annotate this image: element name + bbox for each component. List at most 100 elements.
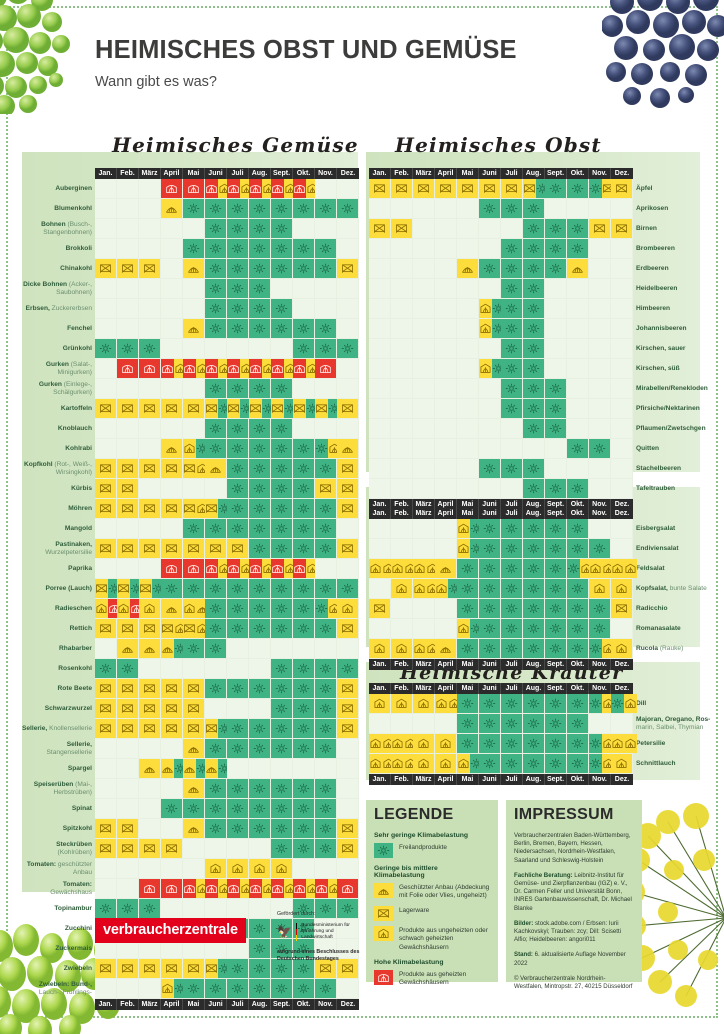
calendar-cell	[479, 379, 501, 399]
heated-greenhouse-icon	[161, 179, 182, 198]
calendar-cell	[315, 779, 337, 799]
calendar-cell	[227, 819, 249, 839]
crate-icon	[95, 619, 116, 638]
sun-icon	[545, 519, 566, 538]
sun-icon	[183, 199, 204, 218]
greenhouse-icon	[624, 559, 637, 578]
empty-cell	[117, 439, 138, 458]
sun-icon	[523, 399, 544, 418]
calendar-cell	[271, 419, 293, 439]
calendar-cell	[117, 839, 139, 859]
calendar-cell	[293, 539, 315, 559]
sun-icon	[271, 599, 292, 618]
calendar-cell	[205, 399, 231, 419]
calendar-cell	[293, 459, 315, 479]
month-label: Juli	[501, 508, 523, 519]
calendar-cell	[293, 479, 315, 499]
empty-cell	[205, 659, 226, 678]
month-label: Dez.	[614, 170, 630, 177]
page-title: HEIMISCHES OBST UND GEMÜSE	[95, 36, 517, 64]
calendar-cell	[227, 859, 249, 879]
calendar-cell	[337, 959, 359, 979]
calendar-cell	[611, 239, 633, 259]
calendar-cell	[139, 279, 161, 299]
sun-icon	[545, 259, 566, 278]
calendar-cell	[611, 734, 637, 754]
calendar-cell	[95, 859, 117, 879]
empty-cell	[205, 839, 226, 858]
greenhouse-icon	[589, 559, 602, 578]
month-label: Jan.	[369, 659, 391, 670]
empty-cell	[249, 339, 270, 358]
calendar-cell	[545, 179, 567, 199]
calendar-cell	[271, 939, 293, 959]
ministry-name: Bundesministerium für Ernährung und Land…	[301, 923, 350, 941]
calendar-cell	[293, 699, 315, 719]
calendar-cell	[95, 459, 117, 479]
calendar-cell	[501, 419, 523, 439]
sun-icon	[161, 579, 182, 598]
sun-icon	[271, 839, 292, 858]
calendar-cell	[391, 259, 413, 279]
calendar-cell	[545, 519, 567, 539]
greenhouse-icon	[413, 734, 434, 753]
calendar-cell	[161, 499, 183, 519]
calendar-cell	[95, 899, 117, 919]
calendar-cell	[117, 859, 139, 879]
calendar-cell	[611, 754, 633, 774]
empty-cell	[117, 739, 138, 758]
greenhouse-icon	[457, 754, 470, 773]
calendar-cell	[479, 179, 501, 199]
calendar-cell	[413, 359, 435, 379]
row-label-sub: (Rot-, Weiß-, Wirsingkohl)	[54, 461, 92, 476]
greenhouse-icon	[457, 519, 470, 538]
empty-cell	[435, 199, 456, 218]
calendar-cell	[249, 579, 271, 599]
sun-icon	[293, 839, 314, 858]
sun-icon	[205, 319, 226, 338]
sun-icon	[523, 359, 544, 378]
empty-cell	[161, 659, 182, 678]
calendar-cell	[545, 299, 567, 319]
month-header-row: Jan. Feb. März April Mai Juni Juli Aug. Sept. Okt…	[95, 168, 359, 179]
calendar-cell	[249, 199, 271, 219]
empty-cell	[249, 659, 270, 678]
empty-cell	[435, 714, 456, 733]
calendar-cell	[161, 759, 187, 779]
empty-cell	[457, 439, 478, 458]
month-label: März	[413, 508, 435, 519]
month-label: Juli	[227, 168, 249, 179]
calendar-cell	[161, 259, 183, 279]
empty-cell	[391, 539, 412, 558]
greenhouse-icon	[624, 734, 637, 753]
calendar-row	[95, 739, 359, 759]
calendar-row	[95, 819, 359, 839]
empty-cell	[435, 279, 456, 298]
calendar-cell	[293, 199, 315, 219]
calendar-cell	[337, 579, 359, 599]
sun-icon	[501, 619, 522, 638]
calendar-cell	[611, 339, 633, 359]
empty-cell	[479, 479, 500, 498]
calendar-cell	[523, 519, 545, 539]
calendar-cell	[611, 299, 633, 319]
calendar-cell	[139, 579, 165, 599]
calendar-cell	[183, 759, 209, 779]
calendar-row	[95, 659, 359, 679]
calendar-cell	[205, 499, 231, 519]
sun-icon	[293, 579, 314, 598]
month-label: Juli	[501, 168, 523, 179]
calendar-cell	[161, 679, 183, 699]
empty-cell	[479, 339, 500, 358]
crate-icon	[183, 699, 204, 718]
calendar-cell	[457, 694, 479, 714]
month-footer-row: Jan. Feb. März April Mai Juni Juli Aug. Sept. Okt…	[369, 774, 633, 785]
sun-icon	[501, 279, 522, 298]
month-label: Nov.	[315, 999, 337, 1010]
crate-icon	[161, 499, 182, 518]
calendar-cell	[161, 579, 183, 599]
calendar-cell	[501, 599, 523, 619]
calendar-cell	[523, 219, 545, 239]
greenhouse-icon	[391, 559, 404, 578]
calendar-cell	[369, 199, 391, 219]
